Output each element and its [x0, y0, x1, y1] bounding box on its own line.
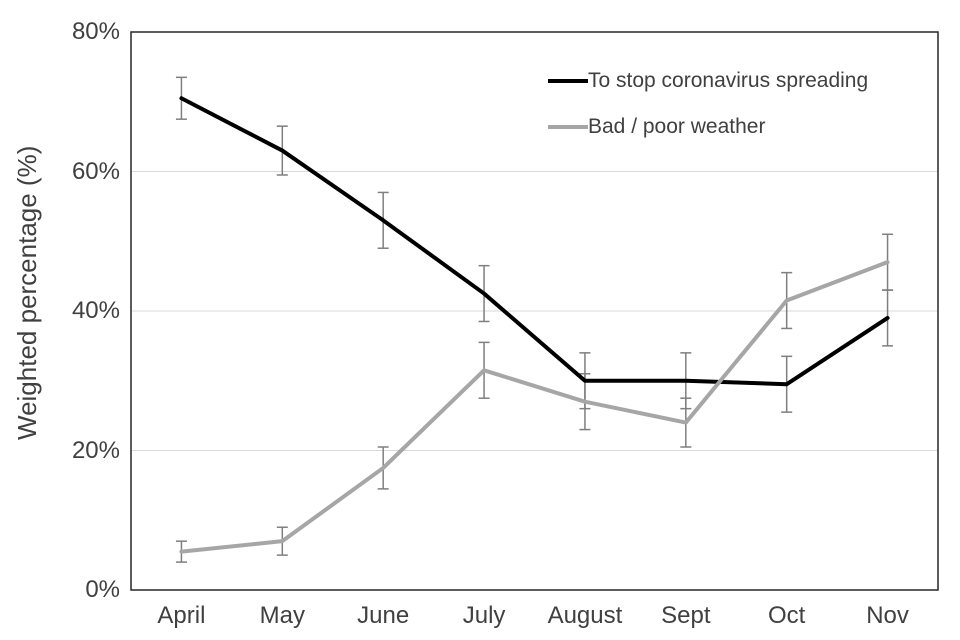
y-tick-label-0%: 0%	[85, 576, 120, 603]
y-tick-label-60%: 60%	[71, 157, 120, 185]
legend-line-sample-black	[548, 79, 588, 83]
legend-line-sample-gray	[548, 125, 588, 129]
legend-label-coronavirus: To stop coronavirus spreading	[588, 69, 869, 92]
legend-item-weather: Bad / poor weather	[548, 110, 868, 144]
x-label-April: April	[157, 602, 206, 629]
y-tick-label-40%: 40%	[71, 297, 120, 324]
x-label-Oct: Oct	[768, 602, 806, 629]
x-label-May: May	[259, 602, 305, 629]
y-tick-label-80%: 80%	[71, 18, 120, 45]
series-line-1	[179, 260, 890, 554]
legend-item-coronavirus: To stop coronavirus spreading	[548, 64, 868, 98]
plot-border	[130, 31, 939, 591]
x-label-August: August	[547, 602, 623, 629]
x-label-July: July	[462, 602, 506, 629]
series-line-0	[179, 96, 890, 387]
legend: To stop coronavirus spreading Bad / poor…	[548, 64, 868, 156]
y-tick-label-20%: 20%	[71, 436, 120, 464]
x-label-Sept: Sept	[661, 602, 711, 629]
x-label-June: June	[357, 602, 410, 629]
legend-label-weather: Bad / poor weather	[588, 115, 766, 138]
x-label-Nov: Nov	[866, 602, 909, 629]
